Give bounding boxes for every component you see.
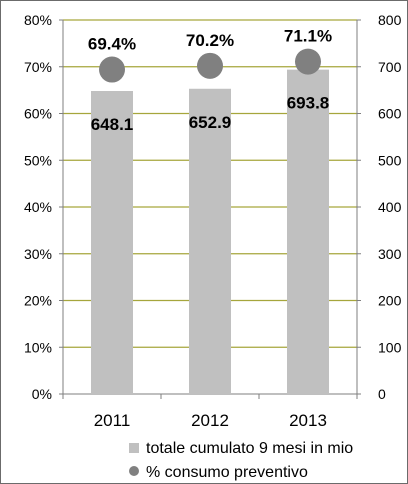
right-axis-tick-label: 600 (378, 106, 402, 122)
percent-value-label: 71.1% (284, 27, 332, 46)
left-axis-tick-label: 10% (24, 339, 52, 355)
bar-value-label: 693.8 (287, 94, 330, 113)
left-axis-tick-label: 40% (24, 199, 52, 215)
right-axis-tick-label: 0 (378, 386, 386, 402)
right-axis-tick-label: 200 (378, 293, 402, 309)
left-axis-tick-label: 70% (24, 59, 52, 75)
left-axis-tick-label: 80% (24, 12, 52, 28)
left-axis-tick-label: 0% (32, 386, 52, 402)
x-axis-category-label: 2011 (94, 411, 131, 430)
percent-value-label: 70.2% (186, 31, 234, 50)
right-axis-tick-label: 800 (378, 12, 402, 28)
bar-value-label: 652.9 (189, 113, 232, 132)
bar-2013 (287, 69, 329, 394)
x-axis-category-label: 2013 (289, 411, 327, 430)
left-axis-tick-label: 20% (24, 293, 52, 309)
x-axis-category-label: 2012 (191, 411, 229, 430)
right-axis-tick-label: 300 (378, 246, 402, 262)
left-axis-tick-label: 60% (24, 106, 52, 122)
right-axis-tick-label: 700 (378, 59, 402, 75)
marker-2012 (197, 52, 223, 79)
legend-marker-label: % consumo preventivo (146, 464, 308, 481)
legend-bar-label: totale cumulato 9 mesi in mio (146, 440, 353, 457)
left-axis-tick-label: 50% (24, 152, 52, 168)
bar-2011 (91, 91, 133, 395)
marker-2013 (295, 48, 321, 75)
legend-marker-swatch (129, 466, 139, 476)
percent-value-label: 69.4% (88, 35, 136, 54)
bar-value-label: 648.1 (91, 115, 134, 134)
bar-2012 (189, 88, 231, 394)
legend-bar-swatch (129, 443, 139, 453)
right-axis-tick-label: 500 (378, 152, 402, 168)
right-axis-tick-label: 100 (378, 339, 402, 355)
right-axis-tick-label: 400 (378, 199, 402, 215)
left-axis-tick-label: 30% (24, 246, 52, 262)
marker-2011 (99, 56, 125, 83)
